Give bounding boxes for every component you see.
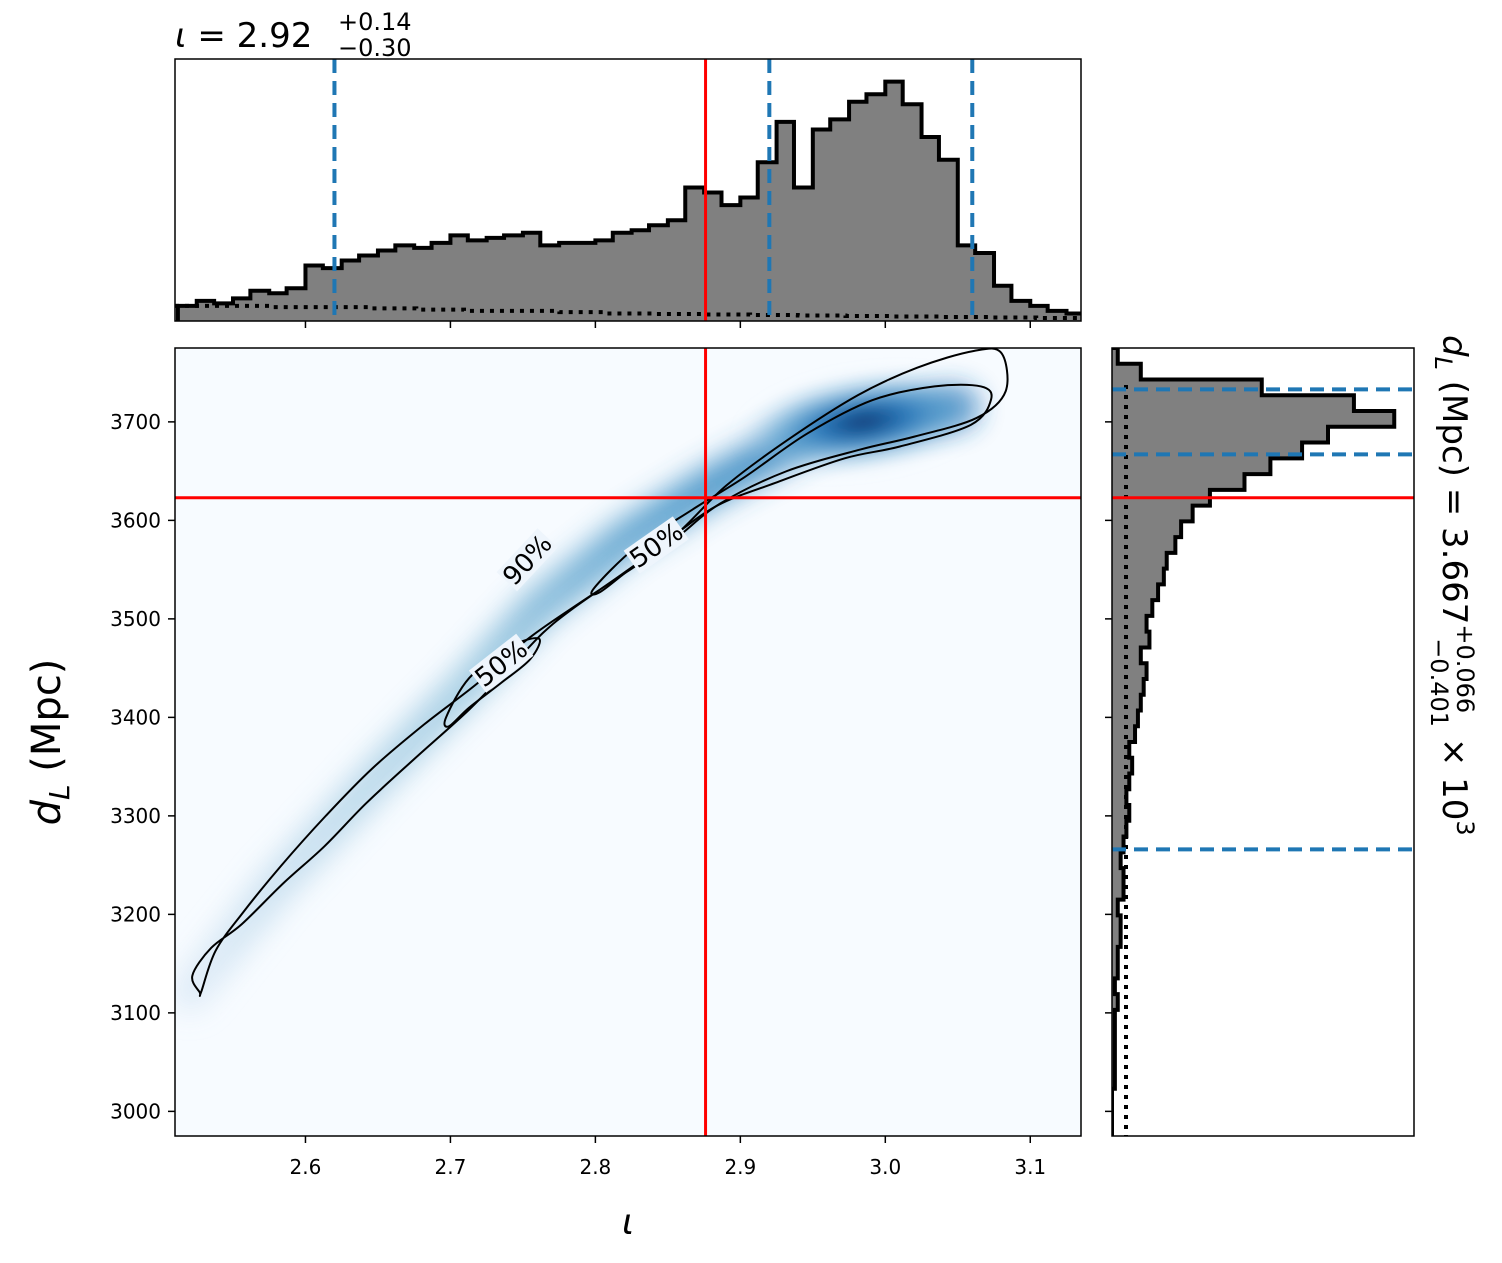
dL-title-exponent: 3	[1451, 820, 1479, 835]
x-tick-label-4: 3.0	[869, 1155, 901, 1179]
contour-50-percent-lower	[443, 637, 541, 728]
dL-title-plus: +0.066	[1451, 624, 1479, 713]
y-tick-label-2: 3200	[110, 902, 161, 926]
dL-title-minus: −0.401	[1425, 638, 1453, 727]
dL-histogram-frame	[1111, 347, 1415, 1137]
x-tick-label-0: 2.6	[290, 1155, 322, 1179]
dL-title-symbol: d	[1434, 335, 1474, 357]
y-tick-label-5: 3500	[110, 607, 161, 631]
dL-histogram-panel: dL (Mpc) = 3.667+0.066−0.401 × 103	[1105, 335, 1479, 1137]
y-tick-label-6: 3600	[110, 508, 161, 532]
x-tick-label-1: 2.7	[435, 1155, 467, 1179]
dL-histogram-ticks	[1105, 421, 1112, 1113]
y-axis-label: dL (Mpc)	[24, 659, 76, 826]
iota-title-plus: +0.14	[338, 8, 412, 36]
y-tick-label-1: 3100	[110, 1001, 161, 1025]
iota-histogram-fill	[177, 81, 1081, 321]
iota-histogram-edge	[175, 79, 1081, 321]
iota-title-symbol: ι	[175, 16, 187, 56]
x-axis-ticks: 2.6 2.7 2.8 2.9 3.0 3.1	[290, 1136, 1046, 1179]
x-tick-label-3: 2.9	[724, 1155, 756, 1179]
iota-histogram-frame	[174, 58, 1082, 322]
dL-histogram-fill	[1112, 348, 1395, 1136]
contour-label-bg-0	[496, 528, 558, 592]
y-tick-label-7: 3700	[110, 410, 161, 434]
contour-label-bg-1	[623, 516, 689, 574]
heatmap-background	[175, 348, 1081, 1136]
dL-title-unit: (Mpc) = 3.667	[1434, 370, 1474, 624]
iota-title-median: 2.92	[237, 16, 313, 56]
joint-density-frame	[174, 347, 1082, 1137]
heatmap-peak	[739, 371, 988, 473]
dL-credible-lines	[1112, 387, 1414, 852]
y-tick-label-3: 3300	[110, 804, 161, 828]
iota-histogram-ticks	[304, 321, 1032, 328]
y-axis-label-subscript: L	[43, 784, 76, 800]
x-axis-label: ι	[622, 1202, 634, 1243]
y-tick-label-4: 3400	[110, 705, 161, 729]
x-tick-label-5: 3.1	[1014, 1155, 1046, 1179]
iota-title-minus: −0.30	[338, 34, 412, 62]
joint-density-panel: 90% 50%50% 2.6 2.7 2.8 2.9 3.0 3.1 30003100320…	[24, 347, 1082, 1243]
y-tick-label-0: 3000	[110, 1099, 161, 1123]
iota-title: ι = 2.92	[175, 16, 312, 56]
y-axis-label-symbol: d	[24, 799, 70, 825]
dL-title-subscript: L	[1429, 357, 1457, 370]
x-tick-label-2: 2.8	[579, 1155, 611, 1179]
dL-title-scale: × 10	[1434, 727, 1474, 820]
dL-histogram-edge	[1112, 348, 1397, 1136]
y-axis-label-unit: (Mpc)	[24, 659, 70, 785]
iota-title-equals: =	[187, 16, 237, 56]
dL-title: dL (Mpc) = 3.667+0.066−0.401 × 103	[1425, 335, 1479, 836]
y-axis-ticks: 3000 3100 3200 3300 3400 3500 3600 3700	[110, 410, 175, 1123]
contour-label-bg-2	[468, 633, 534, 693]
iota-histogram-panel: ι = 2.92 +0.14 −0.30	[174, 8, 1082, 328]
contour-90-percent	[191, 348, 1009, 997]
